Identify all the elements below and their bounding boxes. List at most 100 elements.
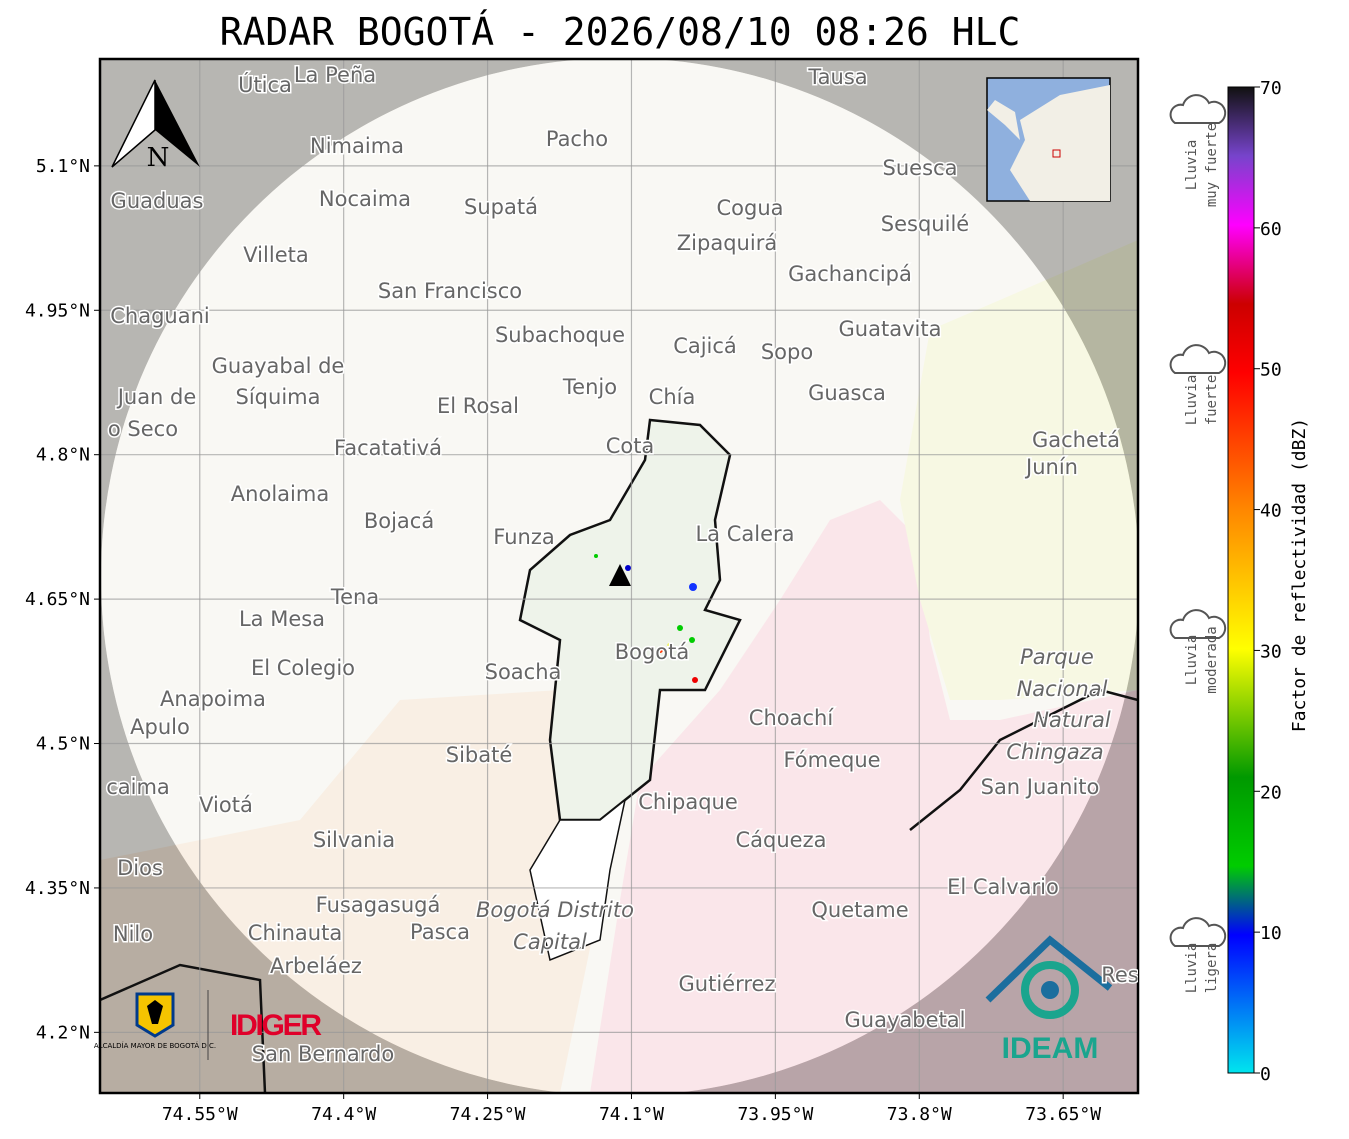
x-tick-label: 74.4°W [311,1104,376,1125]
rain-category: fuerte [1204,375,1220,426]
cloud [1169,94,1227,124]
place-label: Cota [606,434,655,458]
place-label: Sesquilé [881,212,969,236]
place-label: Nimaima [310,134,404,158]
place-label: El Rosal [437,394,519,418]
place-label: Chinauta [248,921,342,945]
rain-category: Lluvia [1184,140,1200,191]
x-tick-label: 74.55°W [162,1104,238,1125]
place-label: Cajicá [673,334,737,358]
place-label: Guasca [808,381,886,405]
y-tick-label: 4.8°N [36,445,90,466]
place-label: Soacha [485,660,562,684]
colorbar-tick-label: 0 [1260,1064,1271,1085]
rain-icon [1169,917,1227,947]
rain-icon [1169,94,1227,124]
north-arrow: N [111,79,200,173]
y-tick-label: 4.5°N [36,734,90,755]
place-label: Bojacá [364,509,434,533]
rain-icon [1169,344,1227,374]
place-label: Tena [330,585,379,609]
inset-map [986,77,1111,202]
y-tick-label: 4.35°N [25,878,90,899]
place-label: caima [106,775,170,799]
colorbar-tick-label: 10 [1260,923,1282,944]
place-label: Fusagasugá [316,893,441,917]
place-label: Chipaque [638,790,738,814]
place-label: Parque [1020,645,1094,669]
radar-site [609,564,631,586]
place-label: Silvania [313,828,395,852]
colorbar-tick-label: 40 [1260,501,1282,522]
place-label: Pasca [410,920,470,944]
colorbar-label: Factor de reflectividad (dBZ) [1289,418,1310,732]
place-label: San Francisco [378,279,522,303]
echoes [594,554,698,683]
place-label: Gutiérrez [679,972,776,996]
boundary [909,688,1138,831]
cloud [1169,609,1227,639]
place-label: Síquima [236,385,321,409]
place-label: Anapoima [160,687,266,711]
place-label: Nilo [113,922,153,946]
place-label: Tenjo [562,375,617,399]
place-label: La Mesa [239,607,325,631]
place-label: Natural [1033,708,1111,732]
cloud [1169,917,1227,947]
place-label: Nocaima [319,187,411,211]
place-label: Guayabal de [212,354,345,378]
place-label: Bogotá [615,640,690,664]
place-label: El Colegio [251,656,355,680]
place-label: Pacho [546,127,608,151]
rain-icon [1169,609,1227,639]
colorbar [1227,86,1255,1074]
place-label: San Juanito [981,775,1100,799]
place-label: Fómeque [783,748,880,772]
place-label: Apulo [130,715,190,739]
x-tick-label: 73.65°W [1025,1104,1101,1125]
place-label: Gachancipá [788,262,912,286]
x-tick-label: 74.1°W [599,1104,664,1125]
place-label: Bogotá Distrito [476,898,634,922]
place-label: Suesca [883,156,958,180]
title: RADAR BOGOTÁ - 2026/08/10 08:26 HLC [220,10,1021,54]
place-label: Subachoque [495,323,625,347]
y-tick-label: 4.2°N [36,1022,90,1043]
place-label: Cogua [716,196,783,220]
rain-category: Lluvia [1184,375,1200,426]
place-label: Dios [117,856,163,880]
north-label: N [147,143,170,173]
place-label: Res [1101,963,1139,987]
colorbar-tick-label: 20 [1260,782,1282,803]
place-label: Guayabetal [845,1008,966,1032]
rain-category: ligera [1204,943,1220,994]
place-label: Anolaima [231,482,329,506]
sumapaz [529,798,627,962]
map-frame [98,57,1140,1095]
ideam-text: IDEAM [1002,1032,1099,1065]
place-label: Sibaté [446,743,513,767]
colorbar-tick-label: 60 [1260,219,1282,240]
colorbar-tick-label: 50 [1260,360,1282,381]
map-area [100,59,1138,1093]
place-label: El Calvario [947,875,1059,899]
place-label: Zipaquirá [677,231,777,255]
rain-category: Lluvia [1184,943,1200,994]
place-label: Funza [493,525,554,549]
colorbar-tick-label: 70 [1260,78,1282,99]
colorbar-tick-label: 30 [1260,641,1282,662]
y-tick-label: 4.95°N [25,300,90,321]
alcaldia-logo: ALCALDÍA MAYOR DE BOGOTÁ D.C. IDIGER [94,990,322,1060]
x-tick-label: 73.8°W [887,1104,952,1125]
place-label: Juan de [116,385,197,409]
place-label: Supatá [464,195,538,219]
rain-category: Lluvia [1184,635,1200,686]
ideam-logo: IDEAM [985,935,1113,1065]
place-label: Útica [238,72,292,97]
place-label: Chaguani [110,304,210,328]
boundary [100,963,267,1093]
place-label: Quetame [811,898,908,922]
place-label: La Peña [294,63,376,87]
place-label: Junín [1024,455,1078,479]
